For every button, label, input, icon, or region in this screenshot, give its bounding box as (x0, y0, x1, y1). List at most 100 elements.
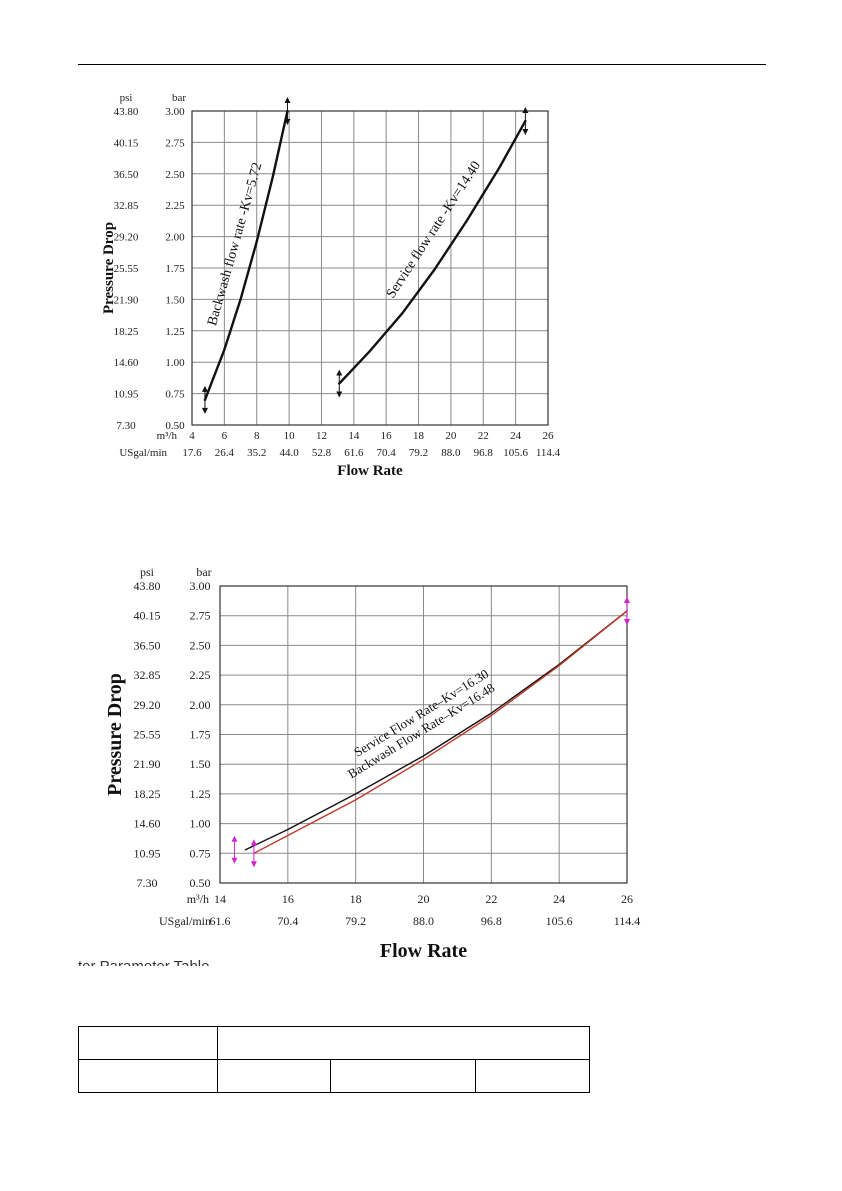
x-tick-label-m3h: 22 (478, 430, 489, 442)
series-line (253, 610, 628, 854)
y-tick-label-bar: 2.75 (190, 609, 211, 623)
x-tick-label-usgal: 114.4 (536, 447, 561, 459)
x-tick-label-usgal: 79.2 (345, 914, 366, 928)
y-tick-label-bar: 1.50 (165, 294, 185, 306)
arrow-up-head (624, 596, 630, 603)
plot-frame (219, 585, 628, 884)
table-row (78, 1059, 590, 1093)
series-label: Backwash Flow Rate–Kv=16.48 (345, 680, 497, 781)
endpoint-arrow-icon (284, 97, 291, 125)
x-tick-label-m3h: 22 (485, 892, 497, 906)
endpoint-arrow-icon (624, 596, 630, 625)
x-tick-label-usgal: 79.2 (409, 447, 428, 459)
y-tick-label-bar: 1.75 (190, 728, 211, 742)
x-tick-label-m3h: 14 (214, 892, 226, 906)
y-tick-label-psi: 14.60 (114, 357, 139, 369)
x-tick-label-m3h: 20 (418, 892, 430, 906)
x-unit-usgal-label: USgal/min (159, 914, 211, 928)
endpoint-arrow-icon (201, 385, 208, 414)
x-tick-label-usgal: 35.2 (247, 447, 266, 459)
x-tick-label-usgal: 105.6 (546, 914, 573, 928)
y-tick-label-psi: 18.25 (134, 787, 161, 801)
y-tick-label-psi: 21.90 (114, 294, 139, 306)
parameter-table (78, 1026, 590, 1093)
psi-unit-label: psi (140, 565, 155, 579)
endpoint-arrow-icon (250, 839, 257, 868)
arrow-down-head (201, 407, 208, 414)
bar-unit-label: bar (196, 565, 211, 579)
y-tick-label-psi: 25.55 (134, 728, 161, 742)
table-row (78, 1026, 590, 1060)
arrow-down-head (522, 129, 529, 136)
series-label: Service flow rate -Kv=14.40 (384, 159, 484, 301)
x-tick-label-m3h: 26 (621, 892, 633, 906)
y-tick-label-bar: 0.75 (165, 389, 185, 401)
chart-2-svg: 7.30 0.50 10.95 0.75 14.60 1.00 18.25 1.25 21.90… (104, 565, 641, 962)
table-cell (217, 1059, 331, 1093)
arrow-up-head (201, 385, 208, 392)
x-tick-label-m3h: 12 (316, 430, 327, 442)
x-tick-label-m3h: 16 (381, 430, 393, 442)
y-tick-label-psi: 43.80 (134, 579, 161, 593)
x-tick-label-usgal: 61.6 (210, 914, 231, 928)
x-tick-label-m3h: 14 (348, 430, 360, 442)
arrow-down-head (624, 618, 630, 625)
x-tick-label-m3h: 18 (350, 892, 362, 906)
y-tick-label-psi: 21.90 (134, 757, 161, 771)
y-tick-label-psi: 18.25 (114, 326, 139, 338)
x-tick-label-usgal: 44.0 (279, 447, 299, 459)
endpoint-arrow-icon (336, 369, 343, 398)
bar-unit-label: bar (172, 92, 186, 104)
y-tick-label-psi: 32.85 (114, 200, 139, 212)
x-tick-label-usgal: 96.8 (481, 914, 502, 928)
x-tick-label-m3h: 20 (445, 430, 457, 442)
y-tick-label-bar: 2.50 (190, 638, 211, 652)
y-tick-label-bar: 0.75 (190, 846, 211, 860)
x-unit-usgal-label: USgal/min (119, 447, 167, 459)
chart-1-svg: 7.30 0.50 10.95 0.75 14.60 1.00 18.25 1.25 21.90… (101, 92, 561, 479)
arrow-up-head (522, 107, 529, 114)
arrow-down-head (336, 391, 343, 398)
x-tick-label-usgal: 17.6 (182, 447, 202, 459)
arrow-down-head (284, 119, 291, 125)
x-tick-label-m3h: 24 (510, 430, 522, 442)
x-tick-label-usgal: 61.6 (344, 447, 364, 459)
plot-frame (191, 110, 549, 426)
pressure-drop-chart-1: 7.30 0.50 10.95 0.75 14.60 1.00 18.25 1.25 21.90… (95, 88, 585, 488)
y-tick-label-bar: 2.25 (190, 668, 211, 682)
x-axis-title: Flow Rate (337, 463, 403, 479)
y-tick-label-bar: 2.75 (165, 137, 185, 149)
series-label: Service Flow Rate–Kv=16.30 (351, 666, 491, 760)
x-tick-label-m3h: 26 (543, 430, 555, 442)
endpoint-arrow-icon (231, 835, 238, 864)
x-tick-label-m3h: 24 (553, 892, 565, 906)
section-heading-fragment: ter Parameter Table (78, 956, 458, 966)
series-line (244, 610, 628, 851)
arrow-up-head (250, 839, 257, 846)
table-cell (217, 1026, 590, 1060)
x-tick-label-usgal: 88.0 (441, 447, 461, 459)
series-line (338, 119, 527, 385)
x-tick-label-usgal: 70.4 (277, 914, 298, 928)
y-tick-label-psi: 43.80 (114, 106, 139, 118)
y-tick-label-psi: 10.95 (134, 846, 161, 860)
y-tick-label-psi: 10.95 (114, 389, 139, 401)
section-heading-text: ter Parameter Table (78, 958, 209, 966)
y-tick-label-bar: 0.50 (190, 876, 211, 890)
page-header-rule (78, 64, 766, 65)
y-tick-label-psi: 7.30 (116, 420, 136, 432)
x-unit-m3h-label: m³/h (187, 892, 209, 906)
x-tick-label-usgal: 114.4 (614, 914, 641, 928)
y-tick-label-bar: 1.50 (190, 757, 211, 771)
y-tick-label-bar: 1.00 (165, 357, 185, 369)
y-tick-label-psi: 36.50 (114, 169, 139, 181)
y-tick-label-psi: 7.30 (137, 876, 158, 890)
x-tick-label-usgal: 52.8 (312, 447, 332, 459)
y-tick-label-bar: 2.00 (165, 232, 185, 244)
x-tick-label-m3h: 4 (189, 430, 195, 442)
x-tick-label-m3h: 10 (284, 430, 296, 442)
y-tick-label-bar: 2.25 (165, 200, 185, 212)
y-tick-label-psi: 29.20 (114, 232, 139, 244)
x-tick-label-m3h: 8 (254, 430, 260, 442)
y-tick-label-bar: 3.00 (165, 106, 185, 118)
